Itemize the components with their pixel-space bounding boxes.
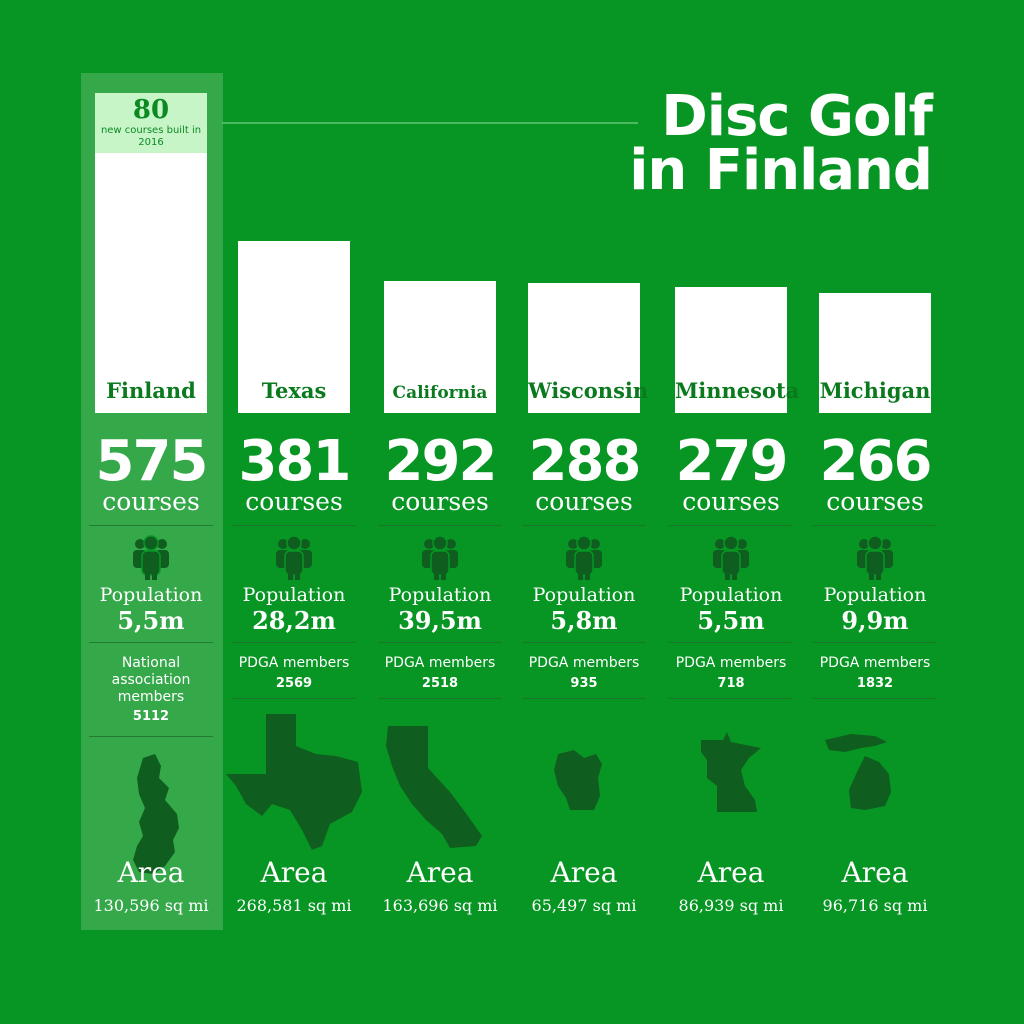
- population-value: 39,5m: [398, 606, 482, 635]
- separator: [669, 698, 793, 699]
- separator: [813, 642, 937, 643]
- separator: [378, 698, 502, 699]
- bar-wisconsin: [528, 283, 640, 413]
- population-label: Population: [532, 584, 636, 606]
- california-map-icon: [386, 726, 482, 848]
- members-label: PDGA members: [675, 655, 787, 671]
- bar-finland: [95, 153, 207, 413]
- separator: [378, 525, 502, 526]
- people-group-icon: [855, 534, 895, 584]
- separator: [89, 736, 213, 737]
- population-label: Population: [823, 584, 927, 606]
- separator: [669, 525, 793, 526]
- new-courses-badge: 80 new courses built in 2016: [95, 93, 207, 153]
- courses-label: courses: [826, 487, 924, 516]
- area-value: 268,581 sq mi: [236, 896, 352, 915]
- separator: [669, 642, 793, 643]
- bar-label: Minnesota: [675, 378, 800, 403]
- people-group-icon: [131, 534, 171, 584]
- members-value: 5112: [132, 709, 170, 724]
- page-title: Disc Golf in Finland: [629, 84, 933, 203]
- course-count: 266: [819, 429, 933, 494]
- course-count: 279: [675, 429, 789, 494]
- separator: [813, 698, 937, 699]
- texas-map-icon: [226, 714, 362, 850]
- population-value: 28,2m: [252, 606, 336, 635]
- people-group-icon: [420, 534, 460, 584]
- members-label: PDGA members: [528, 655, 640, 671]
- members-value: 935: [570, 676, 598, 691]
- area-label: Area: [406, 856, 474, 889]
- area-value: 96,716 sq mi: [822, 896, 928, 915]
- population-value: 9,9m: [841, 606, 909, 635]
- separator: [232, 698, 356, 699]
- course-count: 292: [384, 429, 498, 494]
- population-label: Population: [99, 584, 203, 606]
- michigan-map-icon: [825, 734, 891, 810]
- population-value: 5,8m: [550, 606, 618, 635]
- minnesota-map-icon: [701, 732, 761, 812]
- courses-label: courses: [245, 487, 343, 516]
- area-label: Area: [697, 856, 765, 889]
- members-value: 718: [717, 676, 745, 691]
- courses-label: courses: [535, 487, 633, 516]
- population-value: 5,5m: [117, 606, 185, 635]
- courses-label: courses: [682, 487, 780, 516]
- bar-label: California: [392, 383, 488, 403]
- separator: [813, 525, 937, 526]
- population-label: Population: [388, 584, 492, 606]
- area-label: Area: [841, 856, 909, 889]
- area-label: Area: [260, 856, 328, 889]
- bar-label: Michigan: [819, 378, 931, 403]
- courses-label: courses: [391, 487, 489, 516]
- members-label: PDGA members: [819, 655, 931, 671]
- separator: [522, 698, 646, 699]
- title-rule: [222, 122, 638, 124]
- area-value: 65,497 sq mi: [531, 896, 637, 915]
- bar-texas: [238, 241, 350, 413]
- bar-label: Finland: [106, 378, 196, 403]
- title-line-1: Disc Golf: [661, 84, 933, 149]
- courses-label: courses: [102, 487, 200, 516]
- bar-michigan: [819, 293, 931, 413]
- badge-text: new courses built in 2016: [100, 125, 202, 148]
- course-count: 381: [238, 429, 352, 494]
- title-line-2: in Finland: [629, 138, 933, 203]
- separator: [522, 642, 646, 643]
- wisconsin-map-icon: [554, 750, 602, 810]
- bar-label: Texas: [261, 378, 327, 403]
- course-count: 288: [528, 429, 642, 494]
- finland-map-icon: [133, 754, 179, 874]
- separator: [232, 642, 356, 643]
- population-label: Population: [679, 584, 783, 606]
- area-value: 130,596 sq mi: [93, 896, 209, 915]
- members-value: 2569: [275, 676, 313, 691]
- separator: [89, 642, 213, 643]
- people-group-icon: [274, 534, 314, 584]
- course-count: 575: [95, 429, 209, 494]
- bar-minnesota: [675, 287, 787, 413]
- population-label: Population: [242, 584, 346, 606]
- members-value: 1832: [856, 676, 894, 691]
- members-value: 2518: [421, 676, 459, 691]
- badge-value: 80: [132, 95, 170, 125]
- area-label: Area: [550, 856, 618, 889]
- members-label: PDGA members: [384, 655, 496, 671]
- separator: [89, 525, 213, 526]
- area-label: Area: [117, 856, 185, 889]
- area-value: 163,696 sq mi: [382, 896, 498, 915]
- separator: [378, 642, 502, 643]
- bar-california: [384, 281, 496, 413]
- members-label: PDGA members: [238, 655, 350, 671]
- people-group-icon: [564, 534, 604, 584]
- separator: [522, 525, 646, 526]
- bar-label: Wisconsin: [528, 378, 649, 403]
- separator: [232, 525, 356, 526]
- members-label: National association members: [111, 655, 191, 705]
- population-value: 5,5m: [697, 606, 765, 635]
- area-value: 86,939 sq mi: [678, 896, 784, 915]
- people-group-icon: [711, 534, 751, 584]
